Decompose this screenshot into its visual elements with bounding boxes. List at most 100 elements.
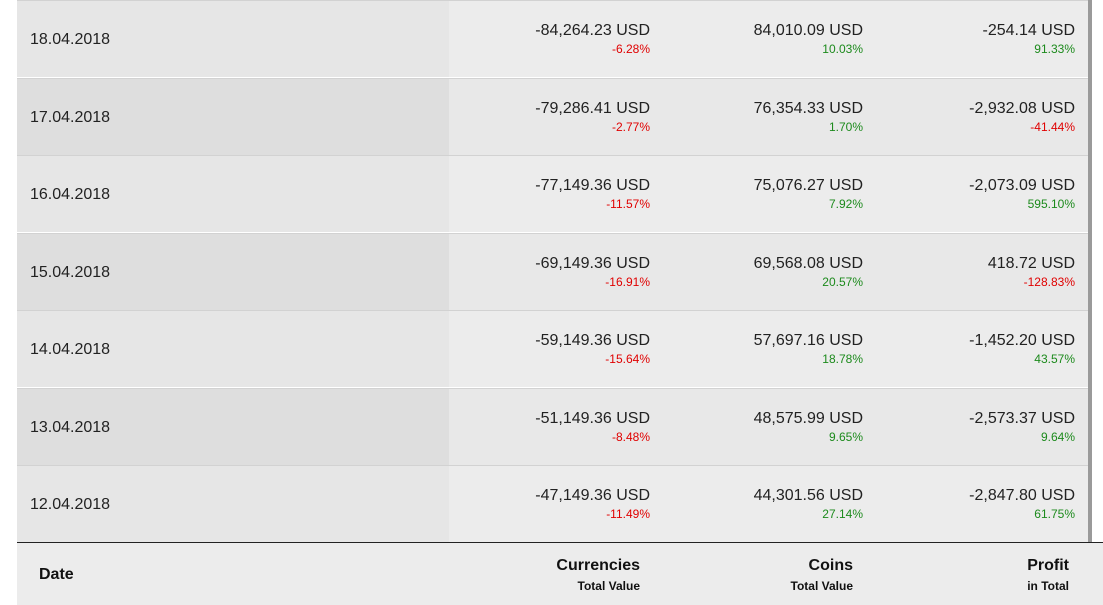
profit-cell: -2,932.08 USD -41.44% xyxy=(969,99,1075,136)
currencies-percent: -8.48% xyxy=(611,430,650,444)
column-header-currencies-sub: Total Value xyxy=(577,579,640,593)
profit-cell: 418.72 USD -128.83% xyxy=(988,254,1075,291)
profit-value: -2,847.80 USD xyxy=(969,487,1075,504)
coins-percent: 20.57% xyxy=(822,275,863,289)
currencies-value: -77,149.36 USD xyxy=(535,177,650,194)
coins-percent: 1.70% xyxy=(828,120,863,134)
history-table: 18.04.2018 -84,264.23 USD -6.28% 84,010.09 … xyxy=(17,0,1088,543)
currencies-value: -51,149.36 USD xyxy=(535,410,650,427)
values-area xyxy=(449,234,1088,310)
date-cell: 15.04.2018 xyxy=(17,234,449,310)
column-header-coins-title: Coins xyxy=(808,557,853,574)
coins-value: 76,354.33 USD xyxy=(753,100,863,117)
row-date: 15.04.2018 xyxy=(30,264,111,281)
profit-value: 418.72 USD xyxy=(987,255,1075,272)
row-date: 16.04.2018 xyxy=(30,186,111,203)
values-area xyxy=(449,311,1088,387)
column-header-profit-sub: in Total xyxy=(1027,579,1069,593)
values-area xyxy=(449,389,1088,465)
date-cell: 16.04.2018 xyxy=(17,156,449,232)
table-row[interactable]: 15.04.2018 -69,149.36 USD -16.91% 69,568.08… xyxy=(17,233,1088,310)
values-area xyxy=(449,1,1088,77)
row-date: 17.04.2018 xyxy=(30,109,111,126)
date-cell: 18.04.2018 xyxy=(17,1,449,77)
currencies-cell: -47,149.36 USD -11.49% xyxy=(535,486,650,523)
profit-value: -2,573.37 USD xyxy=(969,410,1075,427)
currencies-cell: -79,286.41 USD -2.77% xyxy=(535,99,650,136)
currencies-cell: -51,149.36 USD -8.48% xyxy=(535,409,650,446)
currencies-percent: -2.77% xyxy=(611,120,650,134)
coins-percent: 9.65% xyxy=(828,430,863,444)
profit-value: -2,073.09 USD xyxy=(969,177,1075,194)
profit-cell: -1,452.20 USD 43.57% xyxy=(969,331,1075,368)
coins-cell: 75,076.27 USD 7.92% xyxy=(754,176,863,213)
coins-value: 75,076.27 USD xyxy=(753,177,863,194)
date-cell: 14.04.2018 xyxy=(17,311,449,387)
coins-value: 84,010.09 USD xyxy=(753,22,863,39)
profit-value: -254.14 USD xyxy=(982,22,1076,39)
profit-percent: 43.57% xyxy=(1034,352,1075,366)
currencies-cell: -69,149.36 USD -16.91% xyxy=(535,254,650,291)
coins-percent: 7.92% xyxy=(828,197,863,211)
column-header-coins-sub: Total Value xyxy=(790,579,853,593)
currencies-value: -47,149.36 USD xyxy=(535,487,650,504)
table-footer-header: Date Currencies Total Value Coins Total … xyxy=(17,543,1103,605)
coins-value: 48,575.99 USD xyxy=(753,410,863,427)
profit-cell: -2,073.09 USD 595.10% xyxy=(969,176,1075,213)
row-date: 13.04.2018 xyxy=(30,419,111,436)
currencies-percent: -11.49% xyxy=(606,507,650,521)
currencies-value: -84,264.23 USD xyxy=(535,22,650,39)
coins-value: 57,697.16 USD xyxy=(753,332,863,349)
currencies-percent: -11.57% xyxy=(606,197,650,211)
coins-cell: 76,354.33 USD 1.70% xyxy=(754,99,863,136)
coins-percent: 10.03% xyxy=(822,42,863,56)
values-area xyxy=(449,466,1088,542)
table-row[interactable]: 14.04.2018 -59,149.36 USD -15.64% 57,697.16… xyxy=(17,310,1088,387)
profit-percent: 595.10% xyxy=(1027,197,1075,211)
table-row[interactable]: 18.04.2018 -84,264.23 USD -6.28% 84,010.09 … xyxy=(17,0,1088,77)
profit-cell: -2,847.80 USD 61.75% xyxy=(969,486,1075,523)
column-header-currencies-title: Currencies xyxy=(556,557,640,574)
profit-percent: -41.44% xyxy=(1030,120,1075,134)
values-area xyxy=(449,79,1088,155)
currencies-cell: -59,149.36 USD -15.64% xyxy=(535,331,650,368)
currencies-percent: -6.28% xyxy=(611,42,650,56)
row-date: 18.04.2018 xyxy=(30,31,111,48)
column-header-date[interactable]: Date xyxy=(39,566,74,583)
coins-cell: 44,301.56 USD 27.14% xyxy=(754,486,863,523)
profit-percent: 61.75% xyxy=(1034,507,1075,521)
date-cell: 12.04.2018 xyxy=(17,466,449,542)
table-row[interactable]: 17.04.2018 -79,286.41 USD -2.77% 76,354.33 … xyxy=(17,78,1088,155)
currencies-value: -59,149.36 USD xyxy=(535,332,650,349)
currencies-percent: -16.91% xyxy=(605,275,650,289)
footer-divider xyxy=(17,542,1103,543)
currencies-cell: -84,264.23 USD -6.28% xyxy=(535,21,650,58)
currencies-value: -79,286.41 USD xyxy=(535,100,650,117)
currencies-percent: -15.64% xyxy=(605,352,650,366)
column-header-profit[interactable]: Profit in Total xyxy=(1027,556,1069,594)
table-row[interactable]: 12.04.2018 -47,149.36 USD -11.49% 44,301.56… xyxy=(17,465,1088,542)
table-row[interactable]: 13.04.2018 -51,149.36 USD -8.48% 48,575.99 … xyxy=(17,388,1088,465)
currencies-value: -69,149.36 USD xyxy=(535,255,650,272)
coins-cell: 57,697.16 USD 18.78% xyxy=(754,331,863,368)
scrollbar[interactable] xyxy=(1088,0,1092,543)
currencies-cell: -77,149.36 USD -11.57% xyxy=(535,176,650,213)
date-cell: 13.04.2018 xyxy=(17,389,449,465)
profit-cell: -254.14 USD 91.33% xyxy=(983,21,1076,58)
column-header-currencies[interactable]: Currencies Total Value xyxy=(556,556,640,594)
coins-cell: 84,010.09 USD 10.03% xyxy=(754,21,863,58)
column-header-profit-title: Profit xyxy=(1027,557,1069,574)
coins-value: 69,568.08 USD xyxy=(753,255,863,272)
date-cell: 17.04.2018 xyxy=(17,79,449,155)
coins-percent: 27.14% xyxy=(822,507,863,521)
profit-value: -2,932.08 USD xyxy=(969,100,1075,117)
table-row[interactable]: 16.04.2018 -77,149.36 USD -11.57% 75,076.27… xyxy=(17,155,1088,232)
profit-percent: 9.64% xyxy=(1040,430,1075,444)
coins-cell: 69,568.08 USD 20.57% xyxy=(754,254,863,291)
profit-percent: 91.33% xyxy=(1034,42,1075,56)
row-date: 14.04.2018 xyxy=(30,341,111,358)
values-area xyxy=(449,156,1088,232)
column-header-coins[interactable]: Coins Total Value xyxy=(791,556,853,594)
row-date: 12.04.2018 xyxy=(30,496,111,513)
profit-value: -1,452.20 USD xyxy=(969,332,1075,349)
